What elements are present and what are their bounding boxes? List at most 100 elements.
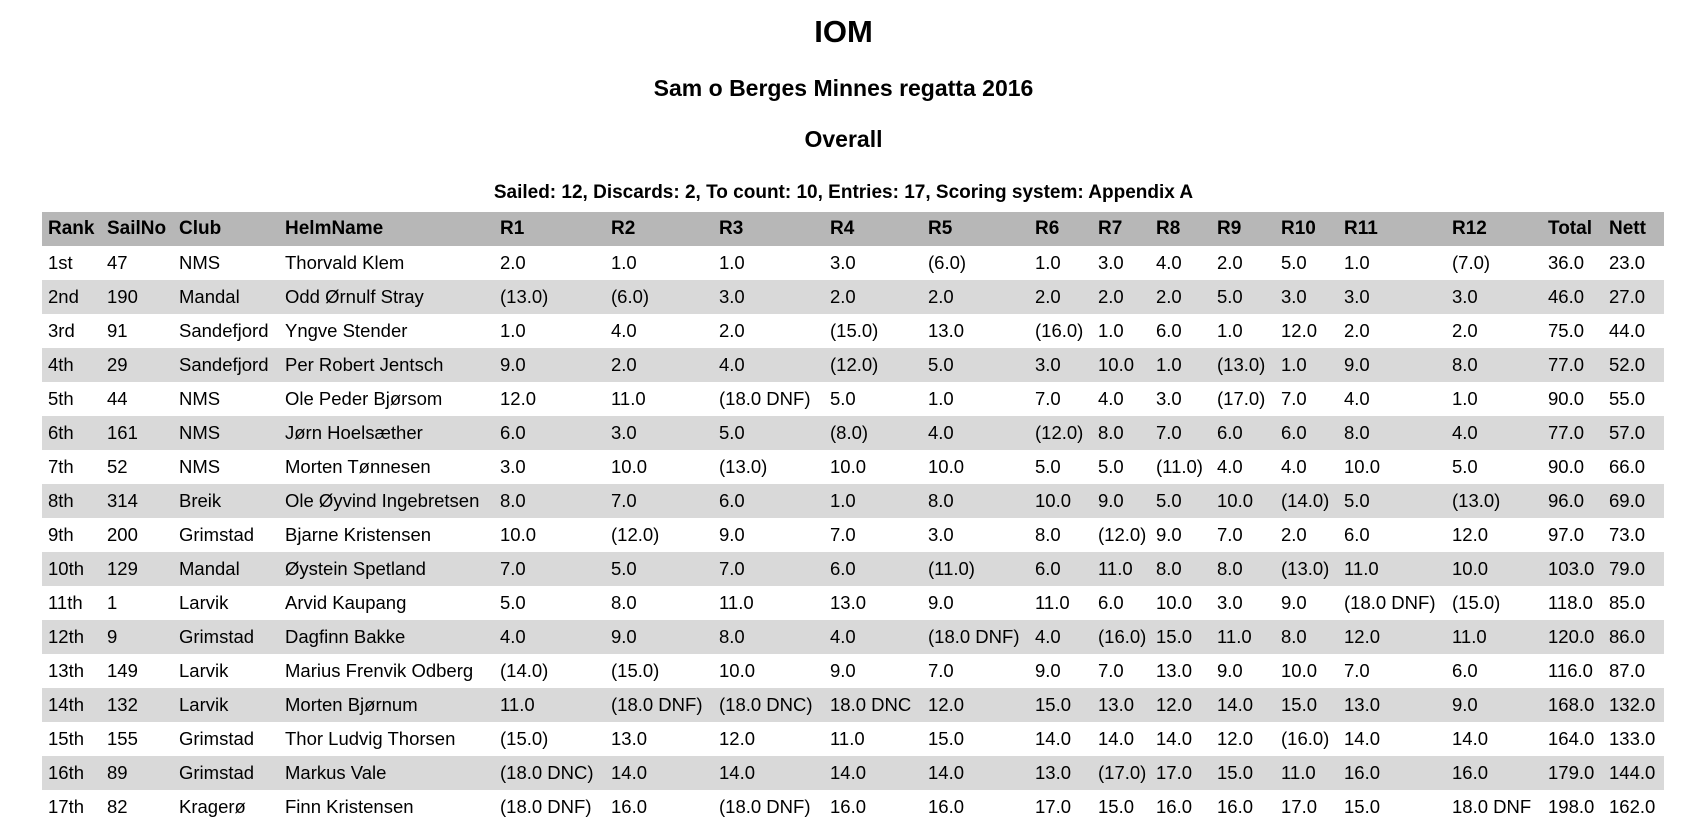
cell-club: Sandefjord bbox=[179, 354, 269, 375]
cell-sailno: 132 bbox=[107, 694, 138, 715]
cell-rank: 15th bbox=[48, 728, 85, 749]
cell-r11: 16.0 bbox=[1344, 762, 1381, 783]
cell-r7: 1.0 bbox=[1098, 320, 1124, 341]
cell-r12: 2.0 bbox=[1452, 320, 1478, 341]
cell-total: 96.0 bbox=[1548, 490, 1585, 511]
cell-r3: 14.0 bbox=[719, 762, 756, 783]
cell-r2: 9.0 bbox=[611, 626, 637, 647]
cell-r9: 8.0 bbox=[1217, 558, 1243, 579]
cell-helmname: Ole Øyvind Ingebretsen bbox=[285, 490, 480, 511]
cell-r11: 7.0 bbox=[1344, 660, 1370, 681]
table-row: 12th 9 Grimstad Dagfinn Bakke 4.0 9.0 8.0 4.0 (1… bbox=[42, 620, 1664, 654]
cell-rank: 9th bbox=[48, 524, 74, 545]
cell-r7: (16.0) bbox=[1098, 626, 1147, 647]
cell-total: 36.0 bbox=[1548, 252, 1585, 273]
cell-r1: 10.0 bbox=[500, 524, 537, 545]
cell-r12: (7.0) bbox=[1452, 252, 1491, 273]
cell-sailno: 161 bbox=[107, 422, 138, 443]
cell-r8: 1.0 bbox=[1156, 354, 1182, 375]
cell-rank: 2nd bbox=[48, 286, 79, 307]
cell-r8: 10.0 bbox=[1156, 592, 1193, 613]
cell-nett: 52.0 bbox=[1609, 354, 1646, 375]
cell-helmname: Marius Frenvik Odberg bbox=[285, 660, 474, 681]
cell-r9: 5.0 bbox=[1217, 286, 1243, 307]
cell-club: NMS bbox=[179, 252, 221, 273]
cell-nett: 66.0 bbox=[1609, 456, 1646, 477]
column-header-club: Club bbox=[179, 218, 222, 239]
cell-r5: 5.0 bbox=[928, 354, 954, 375]
cell-r10: 12.0 bbox=[1281, 320, 1318, 341]
cell-r1: 5.0 bbox=[500, 592, 526, 613]
table-row: 13th 149 Larvik Marius Frenvik Odberg (14.0)… bbox=[42, 654, 1664, 688]
cell-r4: 11.0 bbox=[830, 728, 865, 749]
cell-r10: 9.0 bbox=[1281, 592, 1307, 613]
cell-r8: 4.0 bbox=[1156, 252, 1182, 273]
cell-r12: 14.0 bbox=[1452, 728, 1489, 749]
cell-r12: 18.0 DNF bbox=[1452, 796, 1532, 817]
cell-r4: 10.0 bbox=[830, 456, 867, 477]
cell-rank: 1st bbox=[48, 252, 73, 273]
table-row: 7th 52 NMS Morten Tønnesen 3.0 10.0 (13.0) 10.0… bbox=[42, 450, 1664, 484]
table-row: 15th 155 Grimstad Thor Ludvig Thorsen (15.0)… bbox=[42, 722, 1664, 756]
cell-sailno: 89 bbox=[107, 762, 128, 783]
table-row: 16th 89 Grimstad Markus Vale (18.0 DNC) 14.0 1… bbox=[42, 756, 1664, 790]
cell-r6: 9.0 bbox=[1035, 660, 1061, 681]
column-header-r10: R10 bbox=[1281, 218, 1316, 239]
cell-total: 179.0 bbox=[1548, 762, 1595, 783]
cell-r5: 9.0 bbox=[928, 592, 954, 613]
column-header-r4: R4 bbox=[830, 218, 855, 239]
cell-total: 198.0 bbox=[1548, 796, 1595, 817]
cell-r2: (12.0) bbox=[611, 524, 660, 545]
cell-nett: 79.0 bbox=[1609, 558, 1646, 579]
cell-r5: 10.0 bbox=[928, 456, 965, 477]
cell-r11: 9.0 bbox=[1344, 354, 1370, 375]
cell-r8: (11.0) bbox=[1156, 456, 1203, 477]
cell-r12: 11.0 bbox=[1452, 626, 1487, 647]
cell-club: Larvik bbox=[179, 660, 229, 681]
cell-r11: 8.0 bbox=[1344, 422, 1370, 443]
cell-nett: 144.0 bbox=[1609, 762, 1656, 783]
cell-nett: 57.0 bbox=[1609, 422, 1646, 443]
cell-r9: 1.0 bbox=[1217, 320, 1243, 341]
cell-r6: 7.0 bbox=[1035, 388, 1061, 409]
cell-sailno: 190 bbox=[107, 286, 138, 307]
cell-r9: 6.0 bbox=[1217, 422, 1243, 443]
cell-club: Sandefjord bbox=[179, 320, 269, 341]
cell-club: Larvik bbox=[179, 592, 229, 613]
cell-sailno: 314 bbox=[107, 490, 138, 511]
results-body: 1st 47 NMS Thorvald Klem 2.0 1.0 1.0 3.0 (6.0) 1.… bbox=[42, 246, 1664, 824]
cell-club: Grimstad bbox=[179, 728, 255, 749]
cell-r9: 16.0 bbox=[1217, 796, 1254, 817]
cell-r5: 7.0 bbox=[928, 660, 954, 681]
cell-r10: 11.0 bbox=[1281, 762, 1316, 783]
cell-r5: (11.0) bbox=[928, 558, 975, 579]
cell-nett: 44.0 bbox=[1609, 320, 1646, 341]
cell-r4: 3.0 bbox=[830, 252, 856, 273]
cell-r10: 1.0 bbox=[1281, 354, 1307, 375]
cell-r5: 14.0 bbox=[928, 762, 965, 783]
cell-r1: (18.0 DNC) bbox=[500, 762, 594, 783]
cell-nett: 85.0 bbox=[1609, 592, 1646, 613]
cell-r12: (15.0) bbox=[1452, 592, 1501, 613]
header-row: Rank SailNo Club HelmName R1 R2 R3 R4 R5 R6 R7 R8 R9… bbox=[42, 212, 1664, 246]
cell-nett: 133.0 bbox=[1609, 728, 1656, 749]
cell-r12: 5.0 bbox=[1452, 456, 1478, 477]
cell-nett: 69.0 bbox=[1609, 490, 1646, 511]
cell-r9: 12.0 bbox=[1217, 728, 1254, 749]
cell-r11: 4.0 bbox=[1344, 388, 1370, 409]
table-row: 9th 200 Grimstad Bjarne Kristensen 10.0 (12.0… bbox=[42, 518, 1664, 552]
cell-r8: 15.0 bbox=[1156, 626, 1193, 647]
cell-r9: 14.0 bbox=[1217, 694, 1254, 715]
cell-r10: (16.0) bbox=[1281, 728, 1330, 749]
cell-r11: 10.0 bbox=[1344, 456, 1381, 477]
cell-r3: (18.0 DNC) bbox=[719, 694, 813, 715]
cell-r12: 12.0 bbox=[1452, 524, 1489, 545]
cell-r7: 5.0 bbox=[1098, 456, 1124, 477]
cell-helmname: Markus Vale bbox=[285, 762, 387, 783]
cell-sailno: 155 bbox=[107, 728, 138, 749]
cell-r5: (6.0) bbox=[928, 252, 967, 273]
column-header-rank: Rank bbox=[48, 218, 95, 239]
cell-r5: 8.0 bbox=[928, 490, 954, 511]
cell-r7: 8.0 bbox=[1098, 422, 1124, 443]
cell-r3: 7.0 bbox=[719, 558, 745, 579]
